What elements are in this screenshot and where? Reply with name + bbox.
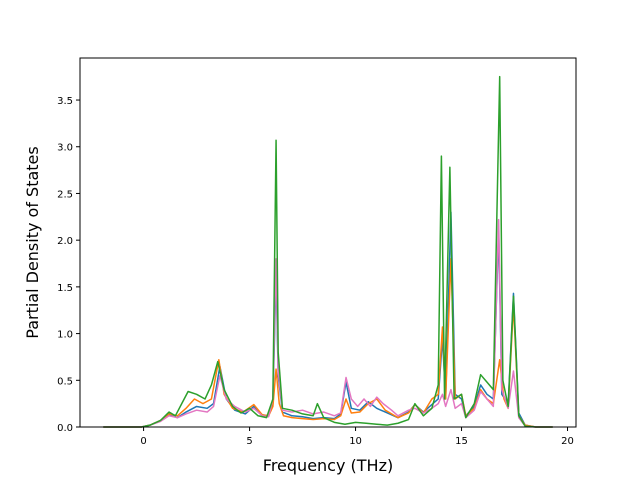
y-tick-label: 0.0 xyxy=(57,423,73,434)
x-tick-label: 15 xyxy=(455,436,468,447)
x-tick-label: 20 xyxy=(561,436,574,447)
y-tick-label: 3.5 xyxy=(57,96,73,107)
plot-lines xyxy=(103,75,553,428)
y-tick-label: 0.5 xyxy=(57,376,73,387)
series-line-2 xyxy=(103,258,553,428)
series-line-4 xyxy=(103,75,553,428)
series-line-1 xyxy=(103,211,553,428)
y-tick-label: 3.0 xyxy=(57,143,73,154)
x-axis-label: Frequency (THz) xyxy=(263,456,393,475)
x-axis-ticks: 0 5 10 15 20 xyxy=(140,427,574,447)
y-axis-label: Partial Density of States xyxy=(23,146,42,338)
y-tick-label: 2.5 xyxy=(57,189,73,200)
y-tick-label: 2.0 xyxy=(57,236,73,247)
y-tick-label: 1.0 xyxy=(57,330,73,341)
plot-frame xyxy=(79,57,577,428)
x-tick-label: 0 xyxy=(140,436,146,447)
x-tick-label: 5 xyxy=(246,436,252,447)
x-tick-label: 10 xyxy=(349,436,362,447)
y-tick-label: 1.5 xyxy=(57,283,73,294)
y-axis-ticks: 0.0 0.5 1.0 1.5 2.0 2.5 3.0 3.5 xyxy=(57,96,80,434)
series-line-3 xyxy=(103,218,553,428)
